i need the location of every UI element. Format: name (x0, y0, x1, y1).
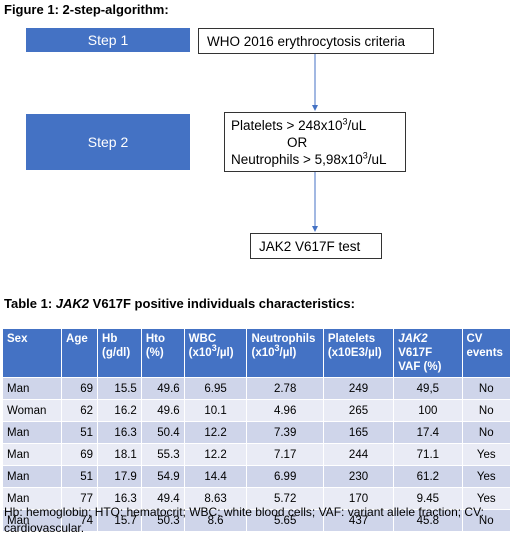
cell-cv-events: Yes (461, 465, 511, 488)
table-row: Woman 62 16.2 49.6 10.1 4.96 265 100 No (1, 399, 511, 422)
cell-age: 62 (61, 399, 99, 422)
cell-sex: Man (1, 509, 63, 532)
header-sex: Sex (1, 328, 63, 378)
cell-neutrophils: 6.99 (246, 465, 324, 488)
cell-age: 51 (61, 421, 99, 444)
cell-neutrophils: 4.96 (246, 399, 324, 422)
header-platelets: Platelets (x10E3/µl) (322, 328, 395, 378)
cell-wbc: 8.6 (183, 509, 248, 532)
cell-cv-events: No (461, 377, 511, 400)
header-jak2-vaf: JAK2 V617F VAF (%) (393, 328, 463, 378)
cell-neutrophils: 5.72 (246, 487, 324, 510)
cell-sex: Man (1, 487, 63, 510)
step-1-box: Step 1 (26, 28, 190, 52)
cell-age: 69 (61, 443, 99, 466)
cell-hto: 54.9 (140, 465, 185, 488)
cell-jak2-vaf: 17.4 (393, 421, 463, 444)
header-neutrophils: Neutrophils (x103/µl) (246, 328, 324, 378)
jak2-test-text: JAK2 V617F test (259, 239, 361, 254)
cell-platelets: 170 (322, 487, 395, 510)
criteria-text: WHO 2016 erythrocytosis criteria (207, 34, 406, 49)
criteria-box: WHO 2016 erythrocytosis criteria (198, 28, 434, 54)
table-row: Man 69 18.1 55.3 12.2 7.17 244 71.1 Yes (1, 443, 511, 466)
footnote: Hb: hemoglobin; HTO: hematocrit; WBC: wh… (4, 505, 484, 535)
cell-neutrophils: 5.65 (246, 509, 324, 532)
header-hb: Hb (g/dl) (97, 328, 142, 378)
cell-wbc: 14.4 (183, 465, 248, 488)
cell-sex: Woman (1, 399, 63, 422)
cell-hb: 16.3 (97, 421, 142, 444)
table-title: Table 1: JAK2 V617F positive individuals… (4, 296, 355, 311)
table-row: Man 51 17.9 54.9 14.4 6.99 230 61.2 Yes (1, 465, 511, 488)
cell-hb: 16.3 (97, 487, 142, 510)
cell-jak2-vaf: 71.1 (393, 443, 463, 466)
platelets-criterion: Platelets > 248x103/uL (231, 116, 367, 133)
table-body: Man 69 15.5 49.6 6.95 2.78 249 49,5 No Woman 62 16.… (1, 377, 511, 532)
header-hto: Hto (%) (140, 328, 185, 378)
cell-wbc: 12.2 (183, 421, 248, 444)
cell-wbc: 6.95 (183, 377, 248, 400)
step-2-box: Step 2 (26, 114, 190, 170)
neutrophils-criterion: Neutrophils > 5,98x103/uL (231, 150, 387, 167)
table-row: Man 77 16.3 49.4 8.63 5.72 170 9.45 Yes (1, 487, 511, 510)
flow-connectors (312, 54, 318, 232)
jak2-test-box: JAK2 V617F test (250, 233, 382, 259)
cell-hb: 15.5 (97, 377, 142, 400)
cell-hto: 50.3 (140, 509, 185, 532)
cell-platelets: 437 (322, 509, 395, 532)
cell-hb: 18.1 (97, 443, 142, 466)
cell-neutrophils: 7.17 (246, 443, 324, 466)
cell-wbc: 12.2 (183, 443, 248, 466)
cell-cv-events: No (461, 421, 511, 444)
cell-platelets: 230 (322, 465, 395, 488)
cell-sex: Man (1, 377, 63, 400)
cell-age: 74 (61, 509, 99, 532)
cell-platelets: 244 (322, 443, 395, 466)
cell-cv-events: No (461, 509, 511, 532)
cell-neutrophils: 2.78 (246, 377, 324, 400)
cell-jak2-vaf: 45.8 (393, 509, 463, 532)
cell-platelets: 165 (322, 421, 395, 444)
characteristics-table: Sex Age Hb (g/dl) Hto (%) WBC (x103/µl) Neu… (1, 328, 511, 532)
cell-jak2-vaf: 61.2 (393, 465, 463, 488)
cell-age: 51 (61, 465, 99, 488)
cell-hto: 49.6 (140, 399, 185, 422)
cell-hto: 49.6 (140, 377, 185, 400)
cell-neutrophils: 7.39 (246, 421, 324, 444)
cell-cv-events: Yes (461, 487, 511, 510)
header-wbc: WBC (x103/µl) (183, 328, 248, 378)
table-row: Man 74 15.7 50.3 8.6 5.65 437 45.8 No (1, 509, 511, 532)
figure-title: Figure 1: 2-step-algorithm: (4, 2, 169, 17)
cell-wbc: 10.1 (183, 399, 248, 422)
table-header-row: Sex Age Hb (g/dl) Hto (%) WBC (x103/µl) Neu… (1, 328, 511, 378)
cell-hto: 50.4 (140, 421, 185, 444)
cell-platelets: 265 (322, 399, 395, 422)
table-row: Man 69 15.5 49.6 6.95 2.78 249 49,5 No (1, 377, 511, 400)
cell-sex: Man (1, 443, 63, 466)
cell-sex: Man (1, 465, 63, 488)
cell-hb: 17.9 (97, 465, 142, 488)
cell-hto: 55.3 (140, 443, 185, 466)
cell-jak2-vaf: 9.45 (393, 487, 463, 510)
header-cv-events: CV events (461, 328, 511, 378)
cell-cv-events: No (461, 399, 511, 422)
or-text: OR (287, 135, 308, 150)
cell-hb: 16.2 (97, 399, 142, 422)
table-row: Man 51 16.3 50.4 12.2 7.39 165 17.4 No (1, 421, 511, 444)
cell-hto: 49.4 (140, 487, 185, 510)
cell-jak2-vaf: 49,5 (393, 377, 463, 400)
cell-sex: Man (1, 421, 63, 444)
cell-age: 69 (61, 377, 99, 400)
step-2-criteria-box: Platelets > 248x103/uL OR Neutrophils > … (224, 112, 406, 172)
cell-age: 77 (61, 487, 99, 510)
header-age: Age (61, 328, 99, 378)
cell-platelets: 249 (322, 377, 395, 400)
cell-jak2-vaf: 100 (393, 399, 463, 422)
cell-cv-events: Yes (461, 443, 511, 466)
